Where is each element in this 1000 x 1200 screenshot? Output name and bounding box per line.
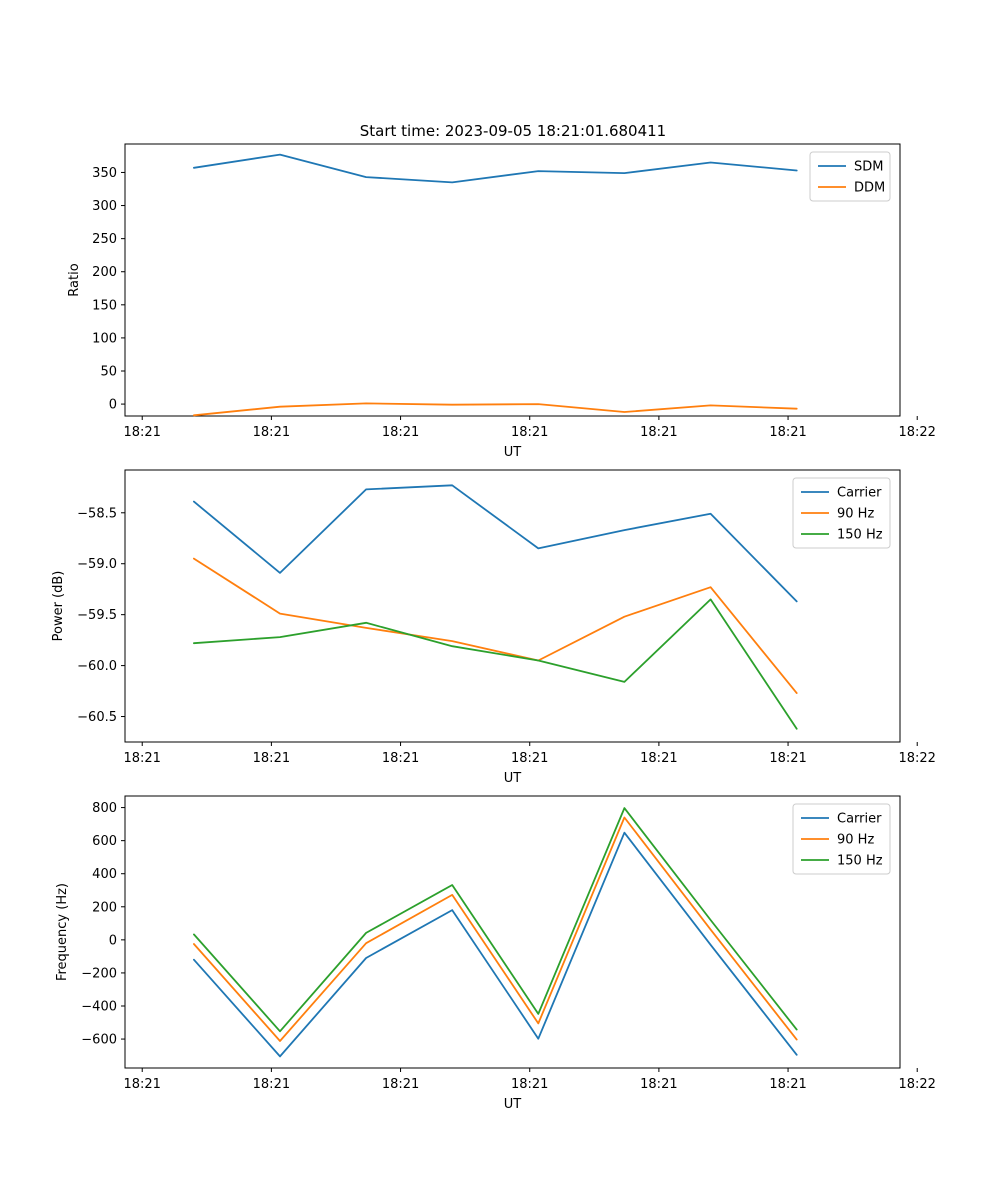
y-tick-label: 600	[92, 834, 117, 849]
x-tick-label: 18:21	[769, 425, 806, 440]
plot-frame	[124, 143, 901, 417]
legend-label: 90 Hz	[837, 833, 874, 848]
x-tick-label: 18:22	[898, 425, 935, 440]
y-tick-label: −59.0	[77, 557, 117, 572]
ratio-sdm-line	[192, 153, 798, 184]
x-axis-label: UT	[504, 1097, 522, 1112]
y-tick-label: 50	[100, 364, 117, 379]
plot-frame	[124, 469, 901, 743]
plot-frame	[124, 795, 901, 1069]
ratio-ddm-line	[192, 402, 798, 417]
y-tick-label: 200	[92, 265, 117, 280]
x-tick-label: 18:21	[123, 1077, 160, 1092]
legend-box	[792, 477, 891, 549]
x-tick-label: 18:21	[769, 751, 806, 766]
y-tick-label: 100	[92, 331, 117, 346]
y-tick-label: 200	[92, 900, 117, 915]
y-tick-label: −200	[81, 966, 117, 981]
y-axis-label: Frequency (Hz)	[55, 883, 70, 981]
y-axis-label: Ratio	[67, 263, 82, 296]
y-tick-label: −60.0	[77, 659, 117, 674]
legend-label: Carrier	[837, 812, 882, 827]
x-tick-label: 18:21	[382, 1077, 419, 1092]
y-tick-label: 350	[92, 166, 117, 181]
x-tick-label: 18:22	[898, 751, 935, 766]
legend-label: DDM	[854, 181, 885, 196]
x-tick-label: 18:21	[382, 425, 419, 440]
y-tick-label: 150	[92, 298, 117, 313]
legend-label: SDM	[854, 160, 883, 175]
y-tick-label: −59.5	[77, 608, 117, 623]
x-tick-label: 18:21	[253, 425, 290, 440]
x-tick-label: 18:21	[511, 751, 548, 766]
x-tick-label: 18:21	[769, 1077, 806, 1092]
y-tick-label: 800	[92, 801, 117, 816]
y-tick-label: 0	[109, 933, 117, 948]
y-tick-label: 400	[92, 867, 117, 882]
x-tick-label: 18:21	[253, 1077, 290, 1092]
x-tick-label: 18:21	[382, 751, 419, 766]
power-db-150-hz-line	[192, 598, 798, 730]
x-tick-label: 18:21	[640, 425, 677, 440]
y-tick-label: −58.5	[77, 506, 117, 521]
legend-label: 150 Hz	[837, 528, 883, 543]
power-db-90-hz-line	[192, 557, 798, 694]
figure-title: Start time: 2023-09-05 18:21:01.680411	[360, 122, 666, 140]
y-tick-label: −400	[81, 999, 117, 1014]
x-tick-label: 18:21	[640, 1077, 677, 1092]
legend-label: Carrier	[837, 486, 882, 501]
x-tick-label: 18:21	[123, 751, 160, 766]
x-axis-label: UT	[504, 771, 522, 786]
x-tick-label: 18:21	[511, 425, 548, 440]
power-db-carrier-line	[192, 484, 798, 603]
x-tick-label: 18:21	[640, 751, 677, 766]
x-axis-label: UT	[504, 445, 522, 460]
frequency-hz-90-hz-line	[192, 816, 798, 1042]
y-tick-label: 250	[92, 232, 117, 247]
ratio-panel: 18:21 18:21 18:21 18:21 18:21 18:21 18:22 0 50 10…	[67, 143, 936, 460]
y-tick-label: −600	[81, 1033, 117, 1048]
legend-label: 150 Hz	[837, 854, 883, 869]
x-tick-label: 18:21	[511, 1077, 548, 1092]
frequency-hz-150-hz-line	[192, 807, 798, 1033]
y-tick-label: −60.5	[77, 710, 117, 725]
legend-box	[792, 803, 891, 875]
y-tick-label: 300	[92, 199, 117, 214]
x-tick-label: 18:21	[123, 425, 160, 440]
x-tick-label: 18:21	[253, 751, 290, 766]
legend-label: 90 Hz	[837, 507, 874, 522]
legend-box	[809, 151, 891, 202]
frequency-hz-carrier-line	[192, 831, 798, 1058]
y-tick-label: 0	[109, 398, 117, 413]
frequency-panel: 18:21 18:21 18:21 18:21 18:21 18:21 18:22 −600 −…	[55, 795, 936, 1112]
power-panel: 18:21 18:21 18:21 18:21 18:21 18:21 18:22 −60.5…	[51, 469, 936, 786]
x-tick-label: 18:22	[898, 1077, 935, 1092]
y-axis-label: Power (dB)	[51, 571, 66, 642]
